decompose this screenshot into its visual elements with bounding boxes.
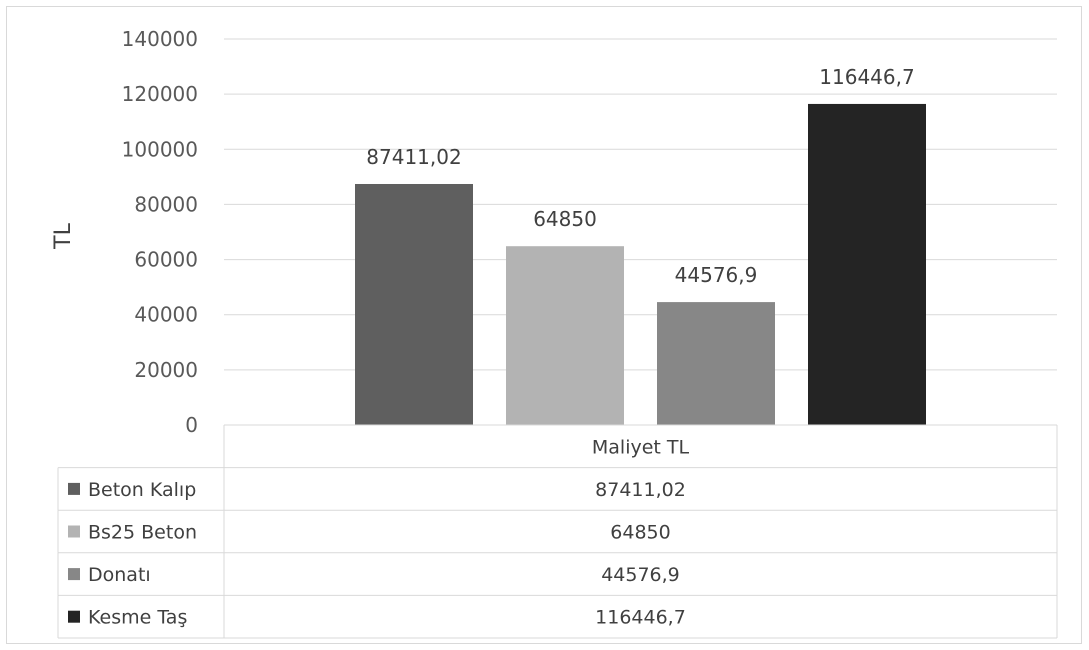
table-series-name: Beton Kalıp — [88, 479, 196, 501]
y-tick-label: 80000 — [134, 192, 198, 216]
data-label: 87411,02 — [366, 145, 461, 169]
y-tick-label: 60000 — [134, 248, 198, 272]
chart-frame — [6, 6, 1082, 644]
legend-key — [68, 525, 80, 538]
table-series-name: Donatı — [88, 564, 151, 586]
data-label: 44576,9 — [675, 263, 758, 287]
bar — [506, 246, 624, 425]
y-axis-label: TL — [51, 222, 76, 249]
y-tick-label: 100000 — [122, 137, 198, 161]
table-value: 116446,7 — [595, 607, 686, 629]
table-series-name: Kesme Taş — [88, 607, 187, 629]
legend-key — [68, 482, 80, 495]
bar — [657, 302, 775, 425]
data-label: 116446,7 — [819, 65, 914, 89]
legend-key — [68, 610, 80, 623]
bar — [808, 103, 926, 425]
table-category-header: Maliyet TL — [592, 436, 690, 458]
y-tick-label: 120000 — [122, 82, 198, 106]
table-value: 44576,9 — [601, 564, 680, 586]
table-series-name: Bs25 Beton — [88, 522, 197, 544]
bar — [355, 183, 473, 425]
y-tick-label: 0 — [185, 413, 198, 437]
data-label: 64850 — [533, 207, 597, 231]
y-tick-label: 20000 — [134, 358, 198, 382]
table-value: 64850 — [610, 522, 670, 544]
table-value: 87411,02 — [595, 479, 686, 501]
y-tick-label: 140000 — [122, 27, 198, 51]
y-tick-label: 40000 — [134, 303, 198, 327]
legend-key — [68, 568, 80, 581]
